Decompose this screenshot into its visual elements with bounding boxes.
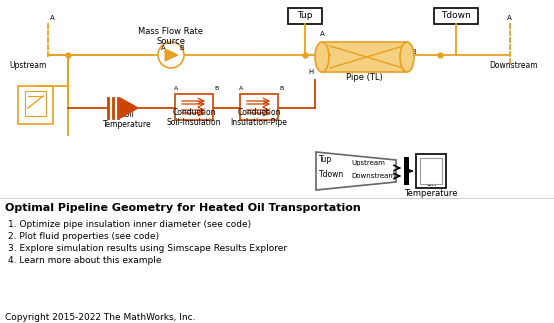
- Polygon shape: [165, 49, 178, 61]
- FancyBboxPatch shape: [288, 8, 322, 24]
- Text: Soil
Temperature: Soil Temperature: [102, 109, 151, 129]
- Text: Downstream: Downstream: [351, 173, 395, 179]
- Text: A: A: [507, 15, 512, 21]
- Text: A: A: [239, 86, 243, 91]
- Ellipse shape: [400, 42, 414, 72]
- FancyBboxPatch shape: [420, 158, 442, 184]
- Text: Tdown: Tdown: [319, 170, 344, 179]
- Text: B: B: [179, 45, 184, 51]
- Text: H: H: [308, 69, 313, 75]
- Polygon shape: [322, 42, 407, 72]
- Text: Conduction
Soil-Insulation: Conduction Soil-Insulation: [167, 108, 221, 127]
- Text: Tup: Tup: [319, 155, 332, 164]
- Text: A: A: [50, 15, 55, 21]
- Ellipse shape: [315, 42, 329, 72]
- Text: Tup: Tup: [297, 12, 313, 20]
- Text: B: B: [214, 86, 218, 91]
- Text: Optimal Pipeline Geometry for Heated Oil Transportation: Optimal Pipeline Geometry for Heated Oil…: [5, 203, 361, 213]
- Text: B: B: [279, 86, 283, 91]
- FancyBboxPatch shape: [240, 94, 278, 120]
- FancyBboxPatch shape: [434, 8, 478, 24]
- Text: 3. Explore simulation results using Simscape Results Explorer: 3. Explore simulation results using Sims…: [8, 244, 287, 253]
- Polygon shape: [120, 98, 138, 118]
- Text: A: A: [174, 86, 178, 91]
- FancyBboxPatch shape: [175, 94, 213, 120]
- Text: Oil
Temperature: Oil Temperature: [404, 179, 458, 198]
- Text: 1. Optimize pipe insulation inner diameter (see code): 1. Optimize pipe insulation inner diamet…: [8, 220, 251, 229]
- Text: Downstream: Downstream: [490, 61, 538, 70]
- Text: Pipe (TL): Pipe (TL): [346, 73, 383, 82]
- Text: Mass Flow Rate
Source: Mass Flow Rate Source: [138, 27, 203, 47]
- FancyBboxPatch shape: [416, 154, 446, 188]
- Circle shape: [158, 42, 184, 68]
- Text: A: A: [161, 45, 166, 51]
- Text: 2. Plot fluid properties (see code): 2. Plot fluid properties (see code): [8, 232, 159, 241]
- FancyBboxPatch shape: [18, 86, 53, 124]
- Text: Upstream: Upstream: [351, 160, 385, 166]
- Text: A: A: [320, 31, 325, 37]
- Text: Copyright 2015-2022 The MathWorks, Inc.: Copyright 2015-2022 The MathWorks, Inc.: [5, 313, 196, 322]
- Text: Tdown: Tdown: [441, 12, 471, 20]
- Polygon shape: [316, 152, 396, 190]
- Text: Upstream: Upstream: [9, 61, 47, 70]
- Text: Conduction
Insulation-Pipe: Conduction Insulation-Pipe: [230, 108, 288, 127]
- Text: B: B: [411, 49, 416, 55]
- FancyBboxPatch shape: [404, 157, 409, 185]
- Text: 4. Learn more about this example: 4. Learn more about this example: [8, 256, 162, 265]
